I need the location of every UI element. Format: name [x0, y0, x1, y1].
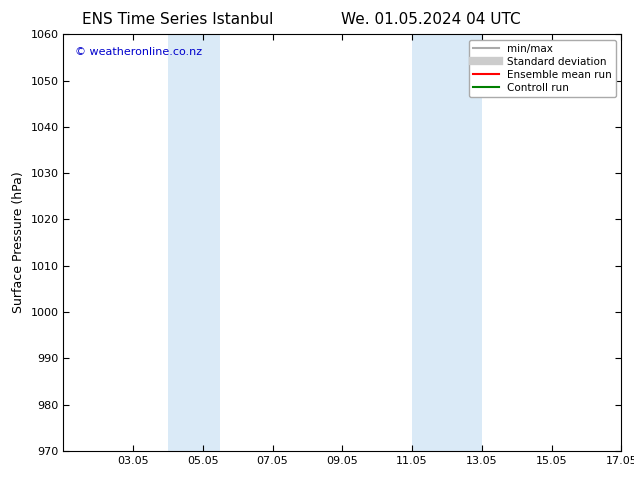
Bar: [168, 34, 221, 451]
Legend: min/max, Standard deviation, Ensemble mean run, Controll run: min/max, Standard deviation, Ensemble me…: [469, 40, 616, 97]
Y-axis label: Surface Pressure (hPa): Surface Pressure (hPa): [12, 172, 25, 314]
Text: © weatheronline.co.nz: © weatheronline.co.nz: [75, 47, 202, 57]
Text: We. 01.05.2024 04 UTC: We. 01.05.2024 04 UTC: [341, 12, 521, 27]
Bar: [412, 34, 482, 451]
Text: ENS Time Series Istanbul: ENS Time Series Istanbul: [82, 12, 273, 27]
